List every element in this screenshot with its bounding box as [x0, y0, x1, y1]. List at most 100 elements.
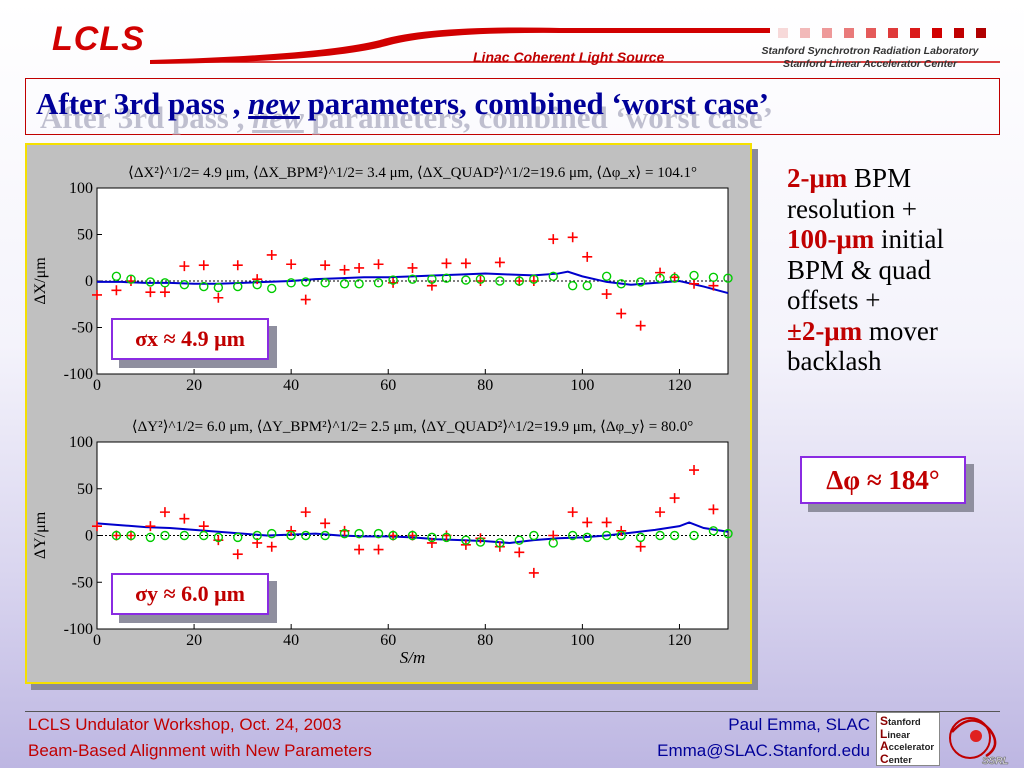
quad-offset-point-top: [708, 280, 719, 291]
quad-offset-point-top: [441, 258, 452, 269]
offset-label: initial: [874, 224, 945, 254]
stanford-logo-word-2: inear: [887, 729, 911, 741]
bpm-offset-point-top: [111, 271, 122, 282]
quad-offset-point-top: [407, 262, 418, 273]
bpm-offset-point-bottom: [179, 530, 190, 541]
bpm-offset-point-top: [582, 280, 592, 291]
header-subtitle: Linac Coherent Light Source: [473, 49, 665, 65]
backlash-label: mover: [862, 315, 938, 346]
title-sep: ,: [224, 86, 249, 121]
bpm-offset-point-bottom: [373, 528, 384, 539]
quad-offset-point-bottom: [655, 507, 666, 518]
bpm-offset-point-top: [567, 280, 578, 291]
bpm-offset-point-bottom: [407, 530, 418, 541]
bpm-offset-point-bottom: [708, 526, 719, 536]
bpm-offset-point-bottom: [723, 528, 733, 539]
quad-offset-point-bottom: [708, 504, 719, 515]
bpm-offset-point-bottom: [601, 530, 612, 541]
x-tick-label-top: 80: [477, 377, 493, 394]
quad-offset-point-top: [460, 258, 471, 269]
right-line-2: resolution +: [787, 193, 917, 224]
quad-offset-point-top: [494, 257, 505, 268]
bpm-offset-point-bottom: [567, 530, 578, 541]
header-color-squares: [778, 28, 986, 38]
quad-offset-point-top: [92, 289, 102, 300]
y-tick-label-bottom: -100: [64, 621, 93, 638]
bpm-offset-point-bottom: [267, 528, 277, 539]
offset-value: 100-μm: [787, 224, 875, 254]
quad-offset-point-top: [689, 278, 700, 289]
quad-offset-point-top: [198, 260, 209, 271]
stats-text-top: ⟨ΔX²⟩^1/2= 4.9 μm, ⟨ΔX_BPM²⟩^1/2= 3.4 μm…: [128, 165, 697, 181]
bpm-offset-point-top: [339, 279, 350, 289]
header-square: [778, 28, 788, 38]
bpm-offset-point-bottom: [145, 532, 156, 543]
lab-line-1: Stanford Synchrotron Radiation Laborator…: [761, 45, 979, 57]
footer-talk-title: Beam-Based Alignment with New Parameters: [28, 741, 372, 760]
sigma-x-box: σx ≈ 4.9 μm: [111, 318, 269, 360]
x-axis-label-bottom: S/m: [400, 648, 426, 667]
quad-offset-point-top: [354, 262, 365, 273]
quad-offset-point-top: [426, 280, 437, 291]
y-axis-label-top: ΔX/μm: [32, 257, 49, 305]
quad-offset-point-top: [286, 259, 297, 270]
bpm-offset-point-bottom: [354, 528, 364, 539]
trajectory-line-bottom: [96, 521, 729, 544]
bpm-offset-point-top: [529, 274, 539, 284]
quad-offset-point-bottom: [514, 547, 525, 558]
header-square: [888, 28, 898, 38]
header-square: [800, 28, 810, 38]
bpm-offset-point-bottom: [111, 530, 122, 541]
ssrl-logo-text: SSRL: [982, 756, 1009, 767]
right-line-5: offsets +: [787, 285, 881, 315]
x-tick-label-top: 60: [380, 377, 396, 394]
x-tick-label-top: 100: [570, 377, 594, 394]
bpm-offset-point-top: [126, 274, 136, 284]
quad-offset-point-top: [339, 264, 350, 275]
bpm-offset-point-bottom: [635, 532, 646, 543]
bpm-offset-point-top: [669, 273, 680, 283]
x-tick-label-bottom: 100: [570, 632, 594, 649]
quad-offset-point-bottom: [266, 541, 277, 552]
bpm-offset-point-top: [301, 277, 311, 287]
quad-offset-point-bottom: [426, 537, 437, 548]
lab-names: Stanford Synchrotron Radiation Laborator…: [740, 45, 1000, 71]
quad-offset-point-bottom: [567, 507, 578, 518]
quad-offset-point-bottom: [320, 518, 331, 529]
slide-title-shadow: After 3rd pass , new parameters, combine…: [40, 100, 773, 135]
bpm-offset-point-bottom: [199, 530, 209, 541]
bpm-offset-point-top: [427, 274, 437, 284]
bpm-offset-point-bottom: [669, 530, 680, 541]
bpm-offset-point-bottom: [126, 530, 136, 541]
bpm-offset-point-top: [145, 277, 156, 287]
quad-offset-point-top: [635, 320, 646, 331]
header-square: [976, 28, 986, 38]
backlash-value: ±2-μm: [787, 315, 863, 346]
quad-offset-point-top: [582, 251, 593, 262]
bpm-offset-point-top: [179, 280, 190, 290]
slide-title: After 3rd pass , new parameters, combine…: [36, 86, 773, 135]
quad-offset-point-top: [616, 308, 627, 319]
x-tick-label-top: 120: [667, 377, 691, 394]
bpm-offset-point-bottom: [339, 528, 350, 539]
title-italic: new: [248, 86, 300, 121]
quad-offset-point-bottom: [159, 507, 170, 518]
quad-offset-point-top: [300, 294, 311, 305]
stanford-logo-word-3: ccelerator: [888, 742, 935, 753]
footer-author: Paul Emma, SLAC: [728, 715, 870, 734]
x-tick-label-top: 20: [186, 377, 202, 394]
bpm-res-label: BPM: [847, 163, 912, 193]
y-tick-label-bottom: -50: [72, 574, 93, 591]
bpm-offset-point-top: [616, 279, 626, 289]
quad-offset-point-top: [111, 285, 122, 296]
y-tick-label-top: 0: [85, 273, 93, 290]
quad-offset-point-bottom: [145, 521, 156, 532]
title-part2: parameters, combined ‘worst case’: [299, 86, 769, 121]
bpm-offset-point-top: [267, 283, 277, 294]
bpm-offset-point-bottom: [320, 530, 330, 541]
quad-offset-point-bottom: [373, 544, 384, 555]
bpm-offset-point-bottom: [461, 535, 471, 545]
footer-email[interactable]: Emma@SLAC.Stanford.edu: [657, 741, 870, 760]
header-square: [954, 28, 964, 38]
quad-offset-point-bottom: [92, 521, 102, 532]
